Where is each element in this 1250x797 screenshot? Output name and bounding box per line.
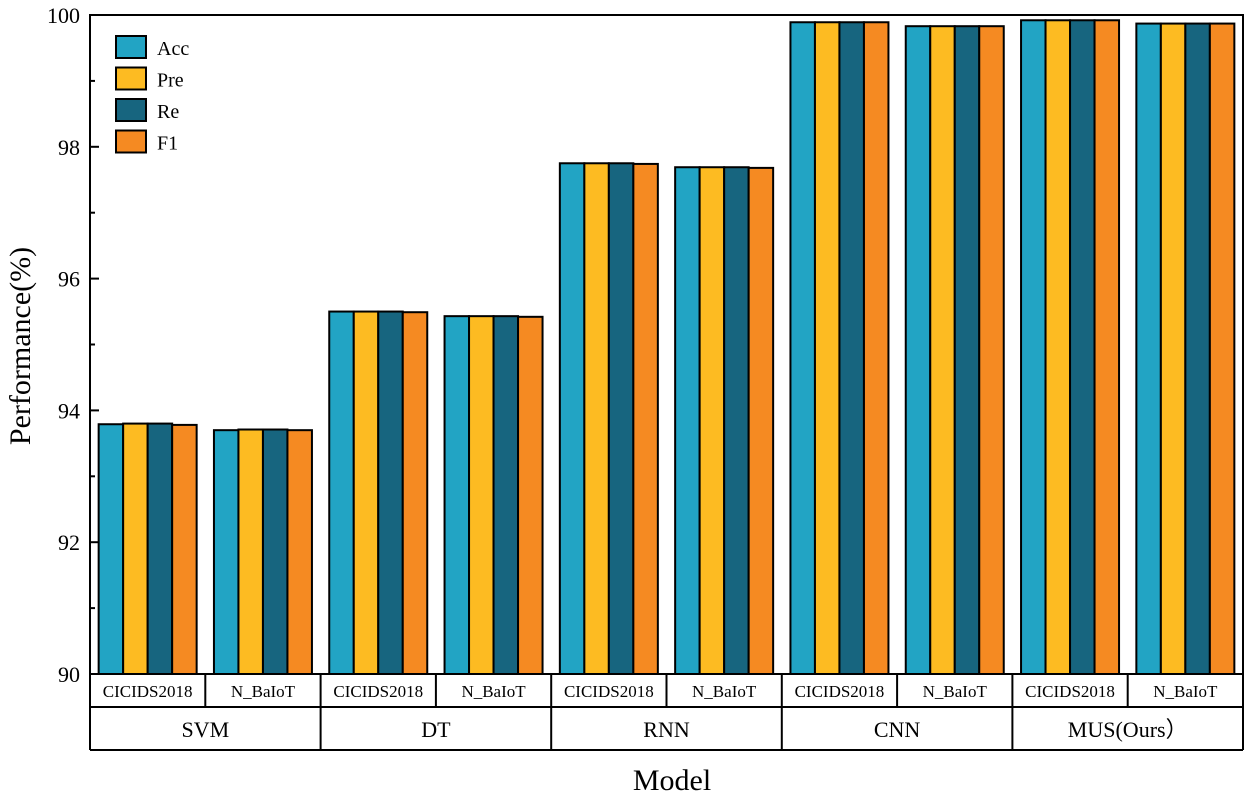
bar-f1-6 (862, 21, 890, 675)
x-category-label: N_BaIoT (1153, 682, 1218, 701)
bar-f1-9 (1208, 22, 1236, 675)
y-tick-label: 100 (47, 3, 80, 28)
bar-acc-5 (674, 166, 701, 675)
bar-pre-3 (468, 315, 495, 675)
x-category-label: CICIDS2018 (564, 682, 654, 701)
bar-pre-4 (583, 162, 610, 676)
bar-pre-7 (929, 25, 956, 675)
model-group-label: CNN (874, 717, 921, 742)
legend-swatch-acc (115, 35, 147, 59)
bar-re-1 (261, 428, 289, 676)
bar-re-2 (377, 310, 404, 675)
x-category-label: N_BaIoT (692, 682, 757, 701)
x-category-label: N_BaIoT (231, 682, 296, 701)
bar-f1-1 (286, 429, 313, 676)
bar-f1-2 (401, 311, 429, 675)
bar-re-9 (1184, 22, 1211, 675)
bar-re-4 (607, 162, 635, 676)
model-group-label: DT (421, 717, 451, 742)
legend-label-pre: Pre (157, 70, 184, 92)
bar-pre-2 (352, 310, 380, 675)
model-group-label: SVM (181, 717, 229, 742)
bar-f1-4 (632, 162, 659, 675)
x-axis-title: Model (633, 764, 711, 797)
legend-label-re: Re (157, 101, 179, 123)
bar-acc-4 (558, 162, 586, 676)
bar-re-5 (723, 166, 750, 675)
bar-f1-5 (747, 166, 775, 675)
y-tick-label: 98 (58, 135, 80, 160)
bar-f1-0 (171, 423, 198, 675)
bar-acc-1 (212, 429, 240, 676)
bars-layer (97, 19, 1236, 676)
x-category-axis: CICIDS2018 N_BaIoT CICIDS2018 N_BaIoT CICIDS… (89, 674, 1244, 751)
bar-re-6 (838, 21, 865, 675)
x-category-label: N_BaIoT (923, 682, 988, 701)
legend-label-f1: F1 (157, 133, 178, 155)
bar-re-3 (492, 315, 520, 675)
bar-f1-3 (517, 315, 544, 675)
x-category-label: CICIDS2018 (103, 682, 193, 701)
legend-swatch-f1 (115, 129, 147, 154)
model-group-label: MUS(Ours） (1068, 717, 1188, 742)
bar-acc-0 (97, 423, 125, 675)
bar-re-0 (146, 422, 174, 675)
bar-acc-6 (789, 21, 816, 675)
bar-pre-1 (237, 428, 264, 676)
bar-pre-8 (1044, 19, 1072, 675)
y-axis-title: Performance(%) (4, 247, 37, 445)
bar-acc-9 (1135, 22, 1162, 675)
y-tick-label: 92 (58, 530, 80, 555)
bar-pre-6 (813, 21, 841, 675)
legend-label-acc: Acc (157, 38, 189, 60)
legend-swatch-pre (115, 66, 147, 91)
bar-acc-8 (1020, 19, 1047, 675)
y-axis: 90 92 94 96 98 100 (47, 3, 99, 687)
x-category-label: CICIDS2018 (333, 682, 423, 701)
bar-pre-0 (122, 422, 149, 675)
bar-pre-5 (698, 166, 726, 675)
bar-f1-7 (978, 25, 1005, 675)
bar-acc-2 (328, 310, 355, 675)
y-tick-label: 90 (58, 662, 80, 687)
legend-swatch-re (115, 98, 147, 122)
x-category-label: CICIDS2018 (1025, 682, 1115, 701)
bar-re-8 (1069, 19, 1096, 675)
bar-re-7 (953, 25, 981, 675)
x-category-label: N_BaIoT (461, 682, 526, 701)
bar-acc-7 (904, 25, 932, 675)
legend: Acc Pre Re F1 (115, 35, 189, 155)
model-group-label: RNN (643, 717, 690, 742)
x-category-label: CICIDS2018 (795, 682, 885, 701)
y-tick-label: 94 (58, 398, 80, 423)
bar-acc-3 (443, 315, 471, 675)
bar-f1-8 (1093, 19, 1121, 675)
y-tick-label: 96 (58, 267, 80, 292)
bar-pre-9 (1159, 22, 1187, 675)
